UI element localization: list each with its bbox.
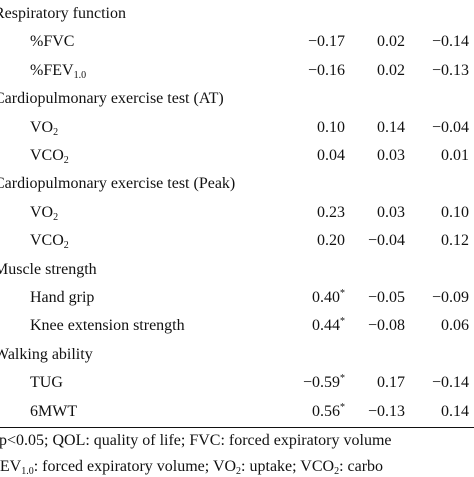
cell-value: 0.01 xyxy=(441,147,469,164)
cell-value: 0.06 xyxy=(441,317,469,335)
text: VCO xyxy=(30,147,64,164)
text: : forced expiratory volume; VO xyxy=(33,458,237,475)
subscript: 2 xyxy=(236,466,242,477)
significance-mark: * xyxy=(340,316,345,328)
cell-value: −0.08 xyxy=(367,317,405,335)
row-label: VCO2 xyxy=(30,146,69,166)
text: %FEV xyxy=(30,61,74,79)
subscript: 1.0 xyxy=(73,69,87,81)
cell-value: 0.44* xyxy=(312,316,345,336)
row-label: TUG xyxy=(30,373,63,393)
subscript: 2 xyxy=(63,155,69,166)
text: FEV xyxy=(0,458,22,475)
cell-value: 0.10 xyxy=(441,203,469,221)
cell-value: −0.05 xyxy=(367,289,405,306)
section-heading: Walking ability xyxy=(0,345,93,365)
subscript: 2 xyxy=(63,240,69,252)
value: 0.40 xyxy=(312,289,340,306)
section-heading: Cardiopulmonary exercise test (Peak) xyxy=(0,174,235,194)
cell-value: −0.14 xyxy=(431,33,469,51)
significance-mark: * xyxy=(340,288,345,299)
text: Respiratory function xyxy=(0,5,126,22)
cell-value: 0.17 xyxy=(377,374,405,392)
text: Knee extension strength xyxy=(30,317,185,335)
cell-value: 0.03 xyxy=(377,147,405,164)
text: Cardiopulmonary exercise test (AT) xyxy=(0,90,224,108)
cell-value: 0.14 xyxy=(377,118,405,136)
text: %FVC xyxy=(30,33,75,51)
cell-value: −0.13 xyxy=(367,402,405,420)
text: p<0.05; QOL: quality of life; FVC: force… xyxy=(0,432,392,449)
cell-value: −0.04 xyxy=(367,232,405,250)
cell-value: 0.03 xyxy=(377,203,405,221)
subscript: 2 xyxy=(53,126,59,138)
cell-value: −0.16 xyxy=(307,61,345,79)
row-label: VO2 xyxy=(30,118,58,138)
row-label: Hand grip xyxy=(30,288,94,308)
cell-value: −0.14 xyxy=(431,374,469,392)
cell-value: −0.09 xyxy=(431,289,469,306)
value: 0.44 xyxy=(312,317,340,335)
cell-value: 0.23 xyxy=(317,203,345,221)
text: VCO xyxy=(30,232,64,250)
cell-value: −0.04 xyxy=(431,118,469,136)
subscript: 1.0 xyxy=(21,466,34,477)
cell-value: 0.10 xyxy=(317,118,345,136)
footnote-line: FEV1.0: forced expiratory volume; VO2: u… xyxy=(0,457,383,477)
section-heading: Respiratory function xyxy=(0,4,126,24)
section-heading: Cardiopulmonary exercise test (AT) xyxy=(0,89,224,109)
row-label: Knee extension strength xyxy=(30,316,185,336)
text: Walking ability xyxy=(0,345,93,363)
text: VO xyxy=(30,118,54,136)
text: TUG xyxy=(30,374,63,392)
significance-mark: * xyxy=(340,373,345,385)
text: : carbo xyxy=(339,458,384,475)
value: −0.59 xyxy=(302,374,340,392)
cell-value: 0.56* xyxy=(312,402,345,422)
cell-value: 0.02 xyxy=(377,33,405,51)
table-rule xyxy=(0,427,474,428)
cell-value: −0.59* xyxy=(303,373,345,393)
value: 0.56 xyxy=(312,402,340,420)
significance-mark: * xyxy=(340,401,345,413)
section-heading: Muscle strength xyxy=(0,260,97,280)
row-label: VO2 xyxy=(30,203,58,223)
subscript: 2 xyxy=(334,466,340,477)
cell-value: 0.12 xyxy=(441,232,469,250)
cell-value: 0.40* xyxy=(312,288,345,308)
row-label: %FVC xyxy=(30,32,74,52)
row-label: %FEV1.0 xyxy=(30,61,86,81)
cell-value: 0.02 xyxy=(377,61,405,79)
text: 6MWT xyxy=(30,402,78,420)
cell-value: −0.13 xyxy=(431,61,469,79)
cell-value: 0.20 xyxy=(317,232,345,250)
text: Cardiopulmonary exercise test (Peak) xyxy=(0,175,236,193)
text: Muscle strength xyxy=(0,260,97,278)
cell-value: 0.04 xyxy=(317,147,345,164)
subscript: 2 xyxy=(53,211,59,223)
text: VO xyxy=(30,203,54,221)
text: : uptake; VCO xyxy=(241,458,335,475)
cell-value: −0.17 xyxy=(307,33,345,51)
row-label: VCO2 xyxy=(30,231,69,251)
row-label: 6MWT xyxy=(30,402,77,422)
footnote-line: p<0.05; QOL: quality of life; FVC: force… xyxy=(0,431,392,451)
cell-value: 0.14 xyxy=(441,402,469,420)
text: Hand grip xyxy=(30,289,95,306)
